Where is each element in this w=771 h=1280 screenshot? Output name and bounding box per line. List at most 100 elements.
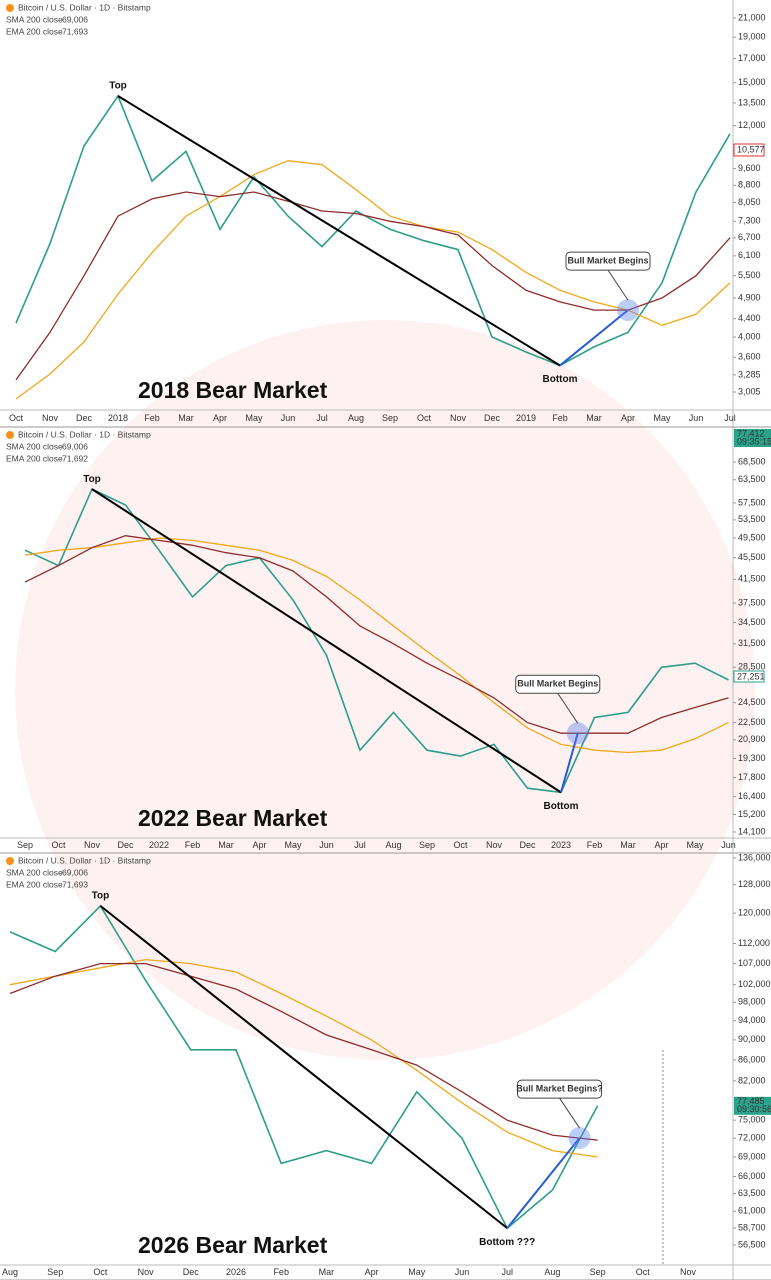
- x-tick-label: Mar: [620, 840, 636, 850]
- bitcoin-icon: [6, 857, 14, 865]
- trend-line-down: [91, 488, 562, 794]
- top-label: Top: [92, 890, 110, 901]
- series-line: [15, 160, 731, 400]
- signal-label: Bull Market Begins: [567, 255, 648, 265]
- x-tick-label: Nov: [680, 1267, 697, 1277]
- bottom-label: Bottom: [544, 801, 579, 812]
- x-tick-label: May: [284, 840, 302, 850]
- signal-box: [565, 251, 651, 271]
- last-tag: [733, 670, 765, 683]
- y-tick-label: 128,000: [738, 879, 771, 889]
- x-tick-label: Oct: [9, 413, 24, 423]
- y-tick-label: 28,500: [738, 662, 766, 672]
- x-tick-label: Nov: [42, 413, 59, 423]
- signal-label: Bull Market Begins: [517, 679, 598, 689]
- y-tick-label: 136,000: [738, 852, 771, 862]
- series-line: [15, 94, 731, 367]
- x-tick-label: Apr: [621, 413, 635, 423]
- y-tick-label: 12,000: [738, 120, 766, 130]
- x-tick-label: Dec: [183, 1267, 200, 1277]
- y-tick-label: 120,000: [738, 908, 771, 918]
- series-line: [15, 191, 731, 381]
- price-tag: [734, 429, 771, 447]
- y-tick-label: 34,500: [738, 617, 766, 627]
- legend-label: Bitcoin / U.S. Dollar · 1D · Bitstamp: [18, 855, 151, 865]
- legend-label: Bitcoin / U.S. Dollar · 1D · Bitstamp: [18, 2, 151, 12]
- y-tick-label: 61,000: [738, 1206, 766, 1216]
- x-tick-label: 2019: [516, 413, 536, 423]
- y-tick-label: 69,000: [738, 1151, 766, 1161]
- y-tick-label: 4,000: [738, 331, 761, 341]
- x-tick-label: Jul: [501, 1267, 513, 1277]
- y-tick-label: 21,000: [738, 12, 766, 22]
- x-tick-label: Feb: [273, 1267, 289, 1277]
- x-tick-label: Feb: [185, 840, 201, 850]
- x-tick-label: Jun: [455, 1267, 470, 1277]
- y-tick-label: 17,000: [738, 53, 766, 63]
- price-tag: [733, 143, 765, 157]
- legend-value: 71,692: [62, 453, 88, 463]
- y-tick-label: 16,400: [738, 791, 766, 801]
- legend-label: SMA 200 close: [6, 867, 63, 877]
- signal-pointer: [557, 692, 579, 724]
- y-tick-label: 6,700: [738, 232, 761, 242]
- chart-title: 2018 Bear Market: [138, 377, 328, 403]
- x-tick-label: Oct: [417, 413, 432, 423]
- y-tick-label: 17,800: [738, 772, 766, 782]
- x-tick-label: Sep: [47, 1267, 63, 1277]
- x-tick-label: Nov: [138, 1267, 155, 1277]
- x-tick-label: 2018: [108, 413, 128, 423]
- trend-line-up: [506, 1137, 581, 1229]
- trend-line-up: [560, 732, 579, 793]
- x-tick-label: Apr: [654, 840, 668, 850]
- x-tick-label: May: [408, 1267, 426, 1277]
- x-tick-label: Apr: [213, 413, 227, 423]
- x-tick-label: Sep: [590, 1267, 606, 1277]
- x-tick-label: Jun: [319, 840, 334, 850]
- bottom-label: Bottom: [543, 374, 578, 385]
- legend-label: EMA 200 close: [6, 453, 63, 463]
- trend-line-up: [559, 309, 629, 367]
- x-tick-label: Oct: [51, 840, 66, 850]
- chart-title: 2022 Bear Market: [138, 805, 328, 831]
- x-tick-label: Jun: [281, 413, 296, 423]
- trend-line-down: [117, 95, 561, 367]
- legend-label: SMA 200 close: [6, 441, 63, 451]
- x-tick-label: Dec: [76, 413, 93, 423]
- x-tick-label: May: [653, 413, 671, 423]
- y-tick-label: 82,000: [738, 1075, 766, 1085]
- x-tick-label: 2022: [149, 840, 169, 850]
- y-tick-label: 31,500: [738, 638, 766, 648]
- legend-label: EMA 200 close: [6, 26, 63, 36]
- bitcoin-icon: [6, 431, 14, 439]
- bitcoin-icon: [6, 4, 14, 12]
- signal-pointer: [559, 1097, 580, 1129]
- y-tick-label: 37,500: [738, 597, 766, 607]
- x-tick-label: Jul: [354, 840, 366, 850]
- legend-label: SMA 200 close: [6, 14, 63, 24]
- legend-value: 69,006: [62, 441, 88, 451]
- x-tick-label: May: [245, 413, 263, 423]
- x-tick-label: Feb: [144, 413, 160, 423]
- x-tick-label: Aug: [348, 413, 364, 423]
- price-label: 10,577: [737, 144, 765, 154]
- series-line: [9, 958, 598, 1158]
- y-tick-label: 4,400: [738, 313, 761, 323]
- x-tick-label: 2026: [226, 1267, 246, 1277]
- series-line: [9, 962, 598, 1141]
- y-tick-label: 15,000: [738, 77, 766, 87]
- legend-label: Bitcoin / U.S. Dollar · 1D · Bitstamp: [18, 429, 151, 439]
- y-tick-label: 72,000: [738, 1133, 766, 1143]
- y-tick-label: 57,500: [738, 497, 766, 507]
- bottom-label: Bottom ???: [479, 1237, 535, 1248]
- x-tick-label: Sep: [17, 840, 33, 850]
- y-tick-label: 6,100: [738, 250, 761, 260]
- y-tick-label: 112,000: [738, 938, 770, 948]
- x-tick-label: Dec: [519, 840, 536, 850]
- x-tick-label: Sep: [419, 840, 435, 850]
- series-line: [24, 488, 729, 794]
- price-tag: [734, 1096, 771, 1115]
- x-tick-label: Nov: [450, 413, 467, 423]
- y-tick-label: 66,000: [738, 1171, 766, 1181]
